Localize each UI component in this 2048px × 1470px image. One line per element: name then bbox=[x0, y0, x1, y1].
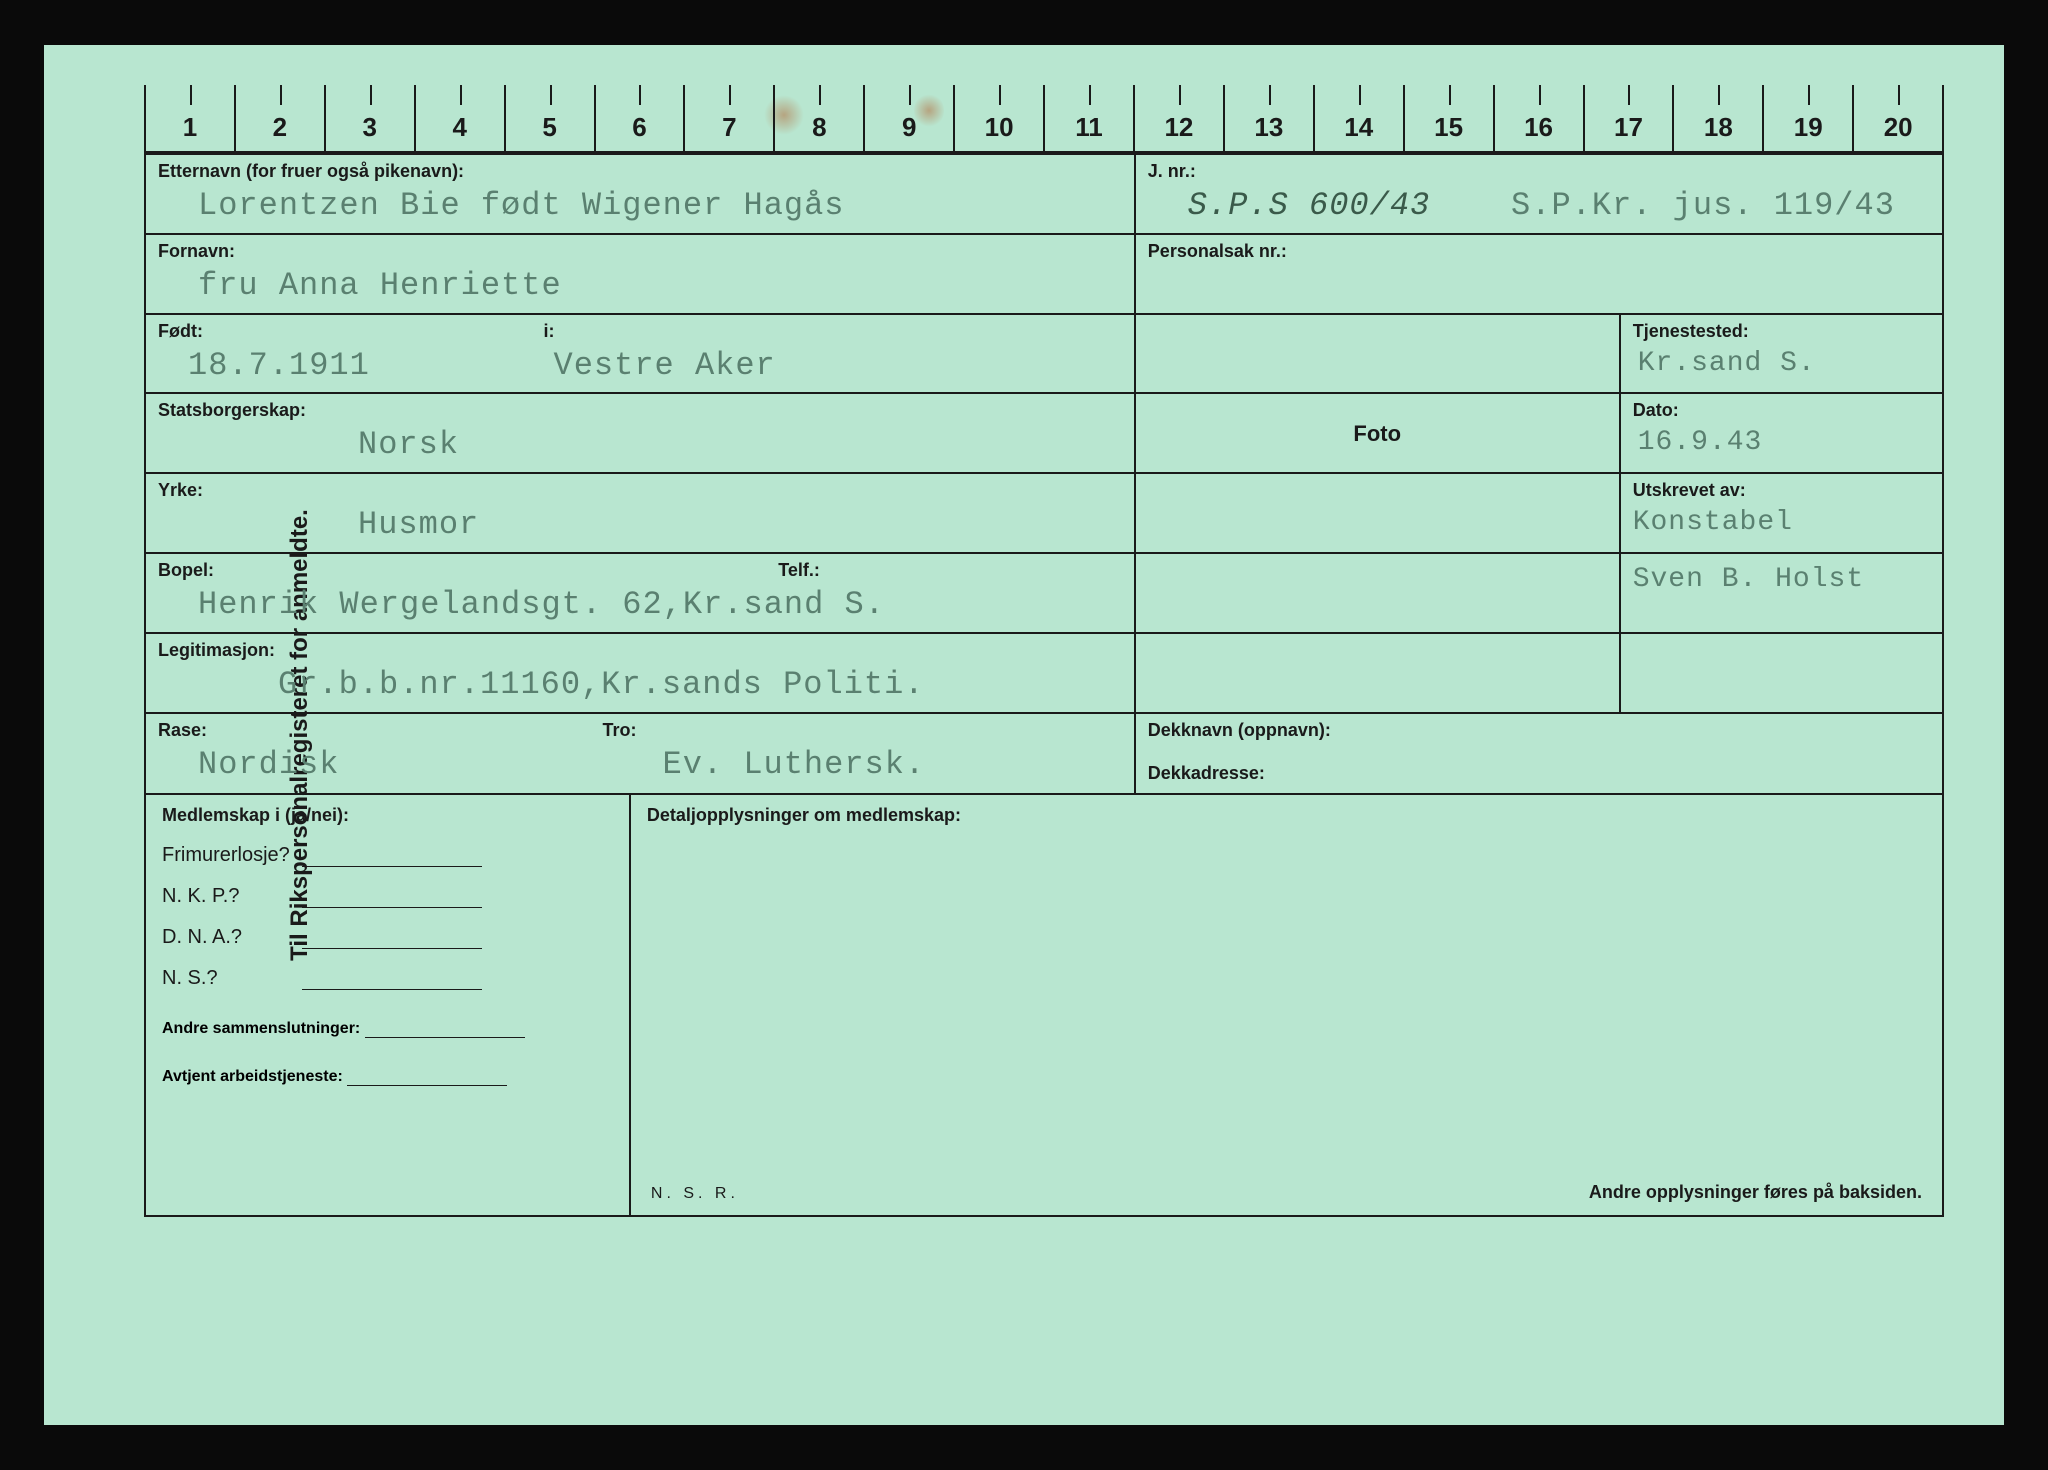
label-fodt: Født: bbox=[158, 321, 544, 342]
ruler-tick: 7 bbox=[683, 85, 773, 151]
ruler-tick: 9 bbox=[863, 85, 953, 151]
ruler-tick: 16 bbox=[1493, 85, 1583, 151]
memb-dna: D. N. A.? bbox=[162, 926, 613, 949]
memb-avtjent: Avtjent arbeidstjeneste: bbox=[162, 1066, 613, 1086]
value-utskrevet-2: Sven B. Holst bbox=[1633, 560, 1930, 604]
value-fornavn: fru Anna Henriette bbox=[158, 264, 1122, 309]
field-legitimasjon: Legitimasjon: Gr.b.b.nr.11160,Kr.sands P… bbox=[146, 634, 1134, 712]
value-yrke: Husmor bbox=[158, 503, 1122, 548]
label-dekkadresse: Dekkadresse: bbox=[1148, 763, 1930, 784]
memb-frimurer: Frimurerlosje? bbox=[162, 844, 613, 867]
field-statsborgerskap: Statsborgerskap: Norsk bbox=[146, 394, 1134, 472]
value-fodt-i: Vestre Aker bbox=[544, 344, 1122, 389]
blank-cell bbox=[1619, 634, 1942, 712]
ruler-tick: 10 bbox=[953, 85, 1043, 151]
value-tjenestested: Kr.sand S. bbox=[1633, 344, 1930, 388]
registry-card: Til Rikspersonalregisteret for anmeldte.… bbox=[44, 45, 2004, 1425]
label-rase: Rase: bbox=[158, 720, 579, 741]
field-fornavn: Fornavn: fru Anna Henriette bbox=[146, 235, 1134, 313]
label-fornavn: Fornavn: bbox=[158, 241, 1122, 262]
ruler-tick: 13 bbox=[1223, 85, 1313, 151]
foto-placeholder: Foto bbox=[1134, 394, 1619, 472]
label-telf: Telf.: bbox=[778, 560, 820, 581]
ruler-tick: 20 bbox=[1852, 85, 1944, 151]
ruler-tick: 14 bbox=[1313, 85, 1403, 151]
value-legitimasjon: Gr.b.b.nr.11160,Kr.sands Politi. bbox=[158, 663, 1122, 708]
label-bopel: Bopel: bbox=[158, 560, 1122, 581]
memb-ns: N. S.? bbox=[162, 967, 613, 990]
ruler-tick: 4 bbox=[414, 85, 504, 151]
field-tjenestested: Tjenestested: Kr.sand S. bbox=[1619, 315, 1942, 393]
label-utskrevet: Utskrevet av: bbox=[1633, 480, 1930, 501]
value-rase: Nordisk bbox=[158, 743, 579, 788]
ruler-tick: 5 bbox=[504, 85, 594, 151]
value-jnr: S.P.S 600/43 S.P.Kr. jus. 119/43 bbox=[1148, 184, 1930, 229]
value-fodt: 18.7.1911 bbox=[158, 344, 544, 389]
label-dato: Dato: bbox=[1633, 400, 1930, 421]
ruler-tick: 1 bbox=[144, 85, 234, 151]
value-tro: Ev. Luthersk. bbox=[603, 743, 1122, 788]
label-foto: Foto bbox=[1353, 421, 1401, 447]
label-personalsak: Personalsak nr.: bbox=[1148, 241, 1930, 262]
ruler-tick: 19 bbox=[1762, 85, 1852, 151]
footer-note: Andre opplysninger føres på baksiden. bbox=[1589, 1182, 1922, 1203]
label-tjenestested: Tjenestested: bbox=[1633, 321, 1930, 342]
ruler-tick: 8 bbox=[773, 85, 863, 151]
nsr-mark: N. S. R. bbox=[651, 1185, 739, 1203]
form-grid: Etternavn (for fruer også pikenavn): Lor… bbox=[144, 155, 1944, 1217]
ruler: 1234567891011121314151617181920 bbox=[144, 85, 1944, 155]
label-jnr: J. nr.: bbox=[1148, 161, 1930, 182]
label-i: i: bbox=[544, 321, 1122, 342]
ruler-tick: 2 bbox=[234, 85, 324, 151]
foto-placeholder-4 bbox=[1134, 634, 1619, 712]
field-dato: Dato: 16.9.43 bbox=[1619, 394, 1942, 472]
ruler-tick: 18 bbox=[1672, 85, 1762, 151]
membership-right: Detaljopplysninger om medlemskap: N. S. … bbox=[631, 795, 1942, 1215]
field-foto bbox=[1134, 315, 1619, 393]
memb-nkp: N. K. P.? bbox=[162, 885, 613, 908]
field-yrke: Yrke: Husmor bbox=[146, 474, 1134, 552]
value-statsborgerskap: Norsk bbox=[158, 423, 1122, 468]
field-fodt: Født: 18.7.1911 i: Vestre Aker bbox=[146, 315, 1134, 393]
value-bopel: Henrik Wergelandsgt. 62,Kr.sand S. bbox=[158, 583, 1122, 628]
value-dato: 16.9.43 bbox=[1633, 423, 1930, 467]
field-rase-tro: Rase: Nordisk Tro: Ev. Luthersk. bbox=[146, 714, 1134, 794]
ruler-tick: 3 bbox=[324, 85, 414, 151]
field-personalsak: Personalsak nr.: bbox=[1134, 235, 1942, 313]
label-legitimasjon: Legitimasjon: bbox=[158, 640, 1122, 661]
field-dekk: Dekknavn (oppnavn): Dekkadresse: bbox=[1134, 714, 1942, 794]
foto-placeholder-3 bbox=[1134, 554, 1619, 632]
label-detaljopp: Detaljopplysninger om medlemskap: bbox=[647, 805, 1926, 826]
label-tro: Tro: bbox=[603, 720, 1122, 741]
label-dekknavn: Dekknavn (oppnavn): bbox=[1148, 720, 1930, 741]
ruler-tick: 17 bbox=[1583, 85, 1673, 151]
label-yrke: Yrke: bbox=[158, 480, 1122, 501]
value-utskrevet-1: Konstabel bbox=[1633, 503, 1930, 547]
memb-andre: Andre sammenslutninger: bbox=[162, 1018, 613, 1038]
ruler-tick: 12 bbox=[1133, 85, 1223, 151]
ruler-tick: 6 bbox=[594, 85, 684, 151]
ruler-tick: 11 bbox=[1043, 85, 1133, 151]
field-bopel: Bopel: Telf.: Henrik Wergelandsgt. 62,Kr… bbox=[146, 554, 1134, 632]
membership-left: Medlemskap i (ja/nei): Frimurerlosje? N.… bbox=[146, 795, 631, 1215]
field-utskrevet-2: Sven B. Holst bbox=[1619, 554, 1942, 632]
field-etternavn: Etternavn (for fruer også pikenavn): Lor… bbox=[146, 155, 1134, 233]
foto-placeholder-2 bbox=[1134, 474, 1619, 552]
value-personalsak bbox=[1148, 264, 1930, 308]
value-etternavn: Lorentzen Bie født Wigener Hagås bbox=[158, 184, 1122, 229]
ruler-tick: 15 bbox=[1403, 85, 1493, 151]
label-etternavn: Etternavn (for fruer også pikenavn): bbox=[158, 161, 1122, 182]
label-medlemskap: Medlemskap i (ja/nei): bbox=[162, 805, 613, 826]
field-jnr: J. nr.: S.P.S 600/43 S.P.Kr. jus. 119/43 bbox=[1134, 155, 1942, 233]
label-statsborgerskap: Statsborgerskap: bbox=[158, 400, 1122, 421]
field-utskrevet: Utskrevet av: Konstabel bbox=[1619, 474, 1942, 552]
